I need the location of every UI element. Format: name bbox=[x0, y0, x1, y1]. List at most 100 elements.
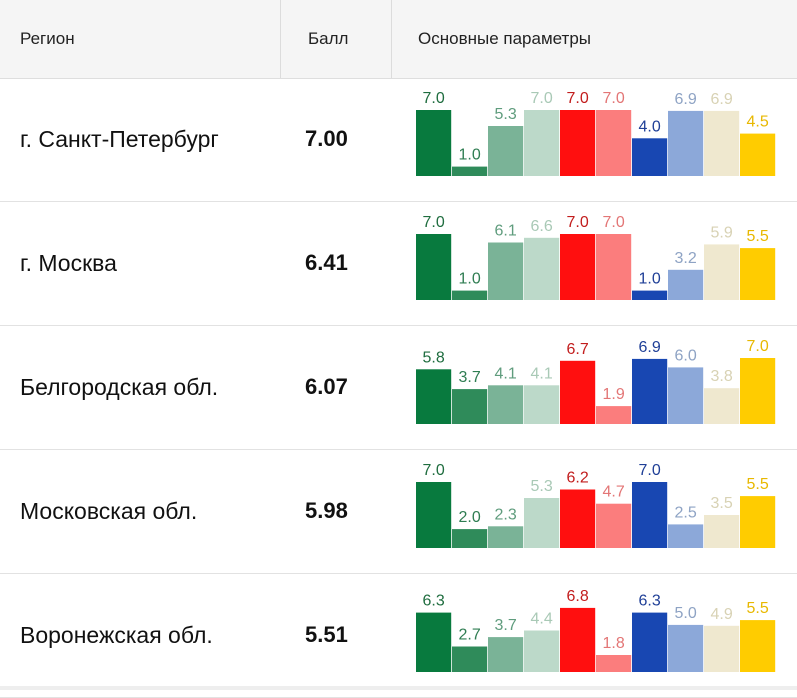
parameters-chart: 7.0 1.0 6.1 6.6 7.0 7.0 1.0 3.2 5.9 5.5 bbox=[416, 202, 776, 302]
parameters-chart: 7.0 1.0 5.3 7.0 7.0 7.0 4.0 6.9 6.9 4.5 bbox=[416, 78, 776, 178]
parameter-value-label: 6.1 bbox=[494, 223, 516, 240]
parameter-bar bbox=[668, 524, 704, 548]
parameter-bar bbox=[560, 234, 596, 300]
parameters-bar-chart: 7.0 2.0 2.3 5.3 6.2 4.7 7.0 2.5 3.5 5.5 bbox=[416, 462, 776, 548]
parameter-value-label: 7.0 bbox=[602, 214, 624, 231]
parameter-value-label: 7.0 bbox=[746, 338, 768, 355]
parameter-bar bbox=[416, 482, 452, 548]
parameter-bar bbox=[524, 385, 560, 424]
parameter-bar bbox=[596, 234, 632, 300]
parameter-bar bbox=[740, 133, 776, 176]
table-header: Регион Балл Основные параметры bbox=[0, 0, 797, 79]
region-name: г. Москва bbox=[20, 250, 117, 276]
parameter-value-label: 2.3 bbox=[494, 506, 516, 523]
parameter-bar bbox=[596, 503, 632, 548]
parameter-value-label: 6.9 bbox=[674, 91, 696, 108]
parameter-value-label: 1.9 bbox=[602, 386, 624, 403]
parameter-bar bbox=[704, 110, 740, 176]
region-score: 6.41 bbox=[305, 250, 348, 275]
parameter-bar bbox=[632, 358, 668, 424]
table-bottom-edge bbox=[0, 686, 797, 690]
region-score: 6.07 bbox=[305, 374, 348, 399]
parameter-value-label: 7.0 bbox=[566, 90, 588, 107]
parameter-bar bbox=[452, 646, 488, 672]
parameters-bar-chart: 7.0 1.0 6.1 6.6 7.0 7.0 1.0 3.2 5.9 5.5 bbox=[416, 214, 776, 300]
region-score: 7.00 bbox=[305, 126, 348, 151]
parameter-bar bbox=[668, 110, 704, 176]
parameter-value-label: 3.8 bbox=[710, 368, 732, 385]
parameter-value-label: 4.0 bbox=[638, 118, 660, 135]
parameter-value-label: 3.7 bbox=[458, 369, 480, 386]
parameter-value-label: 4.7 bbox=[602, 484, 624, 501]
parameter-bar bbox=[668, 624, 704, 672]
parameter-value-label: 2.0 bbox=[458, 509, 480, 526]
parameter-value-label: 4.9 bbox=[710, 606, 732, 623]
parameter-value-label: 7.0 bbox=[638, 462, 660, 479]
header-region: Регион bbox=[20, 29, 75, 48]
parameter-bar bbox=[704, 244, 740, 300]
parameter-bar bbox=[524, 110, 560, 176]
region-name: Белгородская обл. bbox=[20, 374, 219, 400]
parameter-value-label: 6.6 bbox=[530, 218, 552, 235]
parameter-bar bbox=[524, 630, 560, 672]
parameters-bar-chart: 7.0 1.0 5.3 7.0 7.0 7.0 4.0 6.9 6.9 4.5 bbox=[416, 90, 776, 176]
parameter-value-label: 1.8 bbox=[602, 635, 624, 652]
parameter-bar bbox=[416, 612, 452, 672]
region-score: 5.98 bbox=[305, 498, 348, 523]
parameter-value-label: 3.7 bbox=[494, 617, 516, 634]
parameter-bar bbox=[488, 126, 524, 176]
table-row: Московская обл. 5.98 7.0 2.0 2.3 5.3 6.2 4.7 7.0… bbox=[0, 450, 797, 574]
parameter-bar bbox=[740, 358, 776, 424]
parameter-value-label: 6.3 bbox=[638, 593, 660, 610]
parameter-value-label: 7.0 bbox=[422, 90, 444, 107]
parameter-value-label: 6.9 bbox=[638, 339, 660, 356]
parameter-value-label: 7.0 bbox=[602, 90, 624, 107]
parameter-bar bbox=[740, 496, 776, 548]
parameter-value-label: 4.1 bbox=[530, 365, 552, 382]
header-divider bbox=[391, 0, 392, 78]
parameter-bar bbox=[632, 290, 668, 300]
parameter-value-label: 2.5 bbox=[674, 504, 696, 521]
parameter-value-label: 4.4 bbox=[530, 611, 552, 628]
parameter-value-label: 6.2 bbox=[566, 470, 588, 487]
parameter-bar bbox=[452, 529, 488, 548]
parameter-value-label: 5.8 bbox=[422, 349, 444, 366]
parameter-bar bbox=[704, 625, 740, 672]
parameter-value-label: 6.7 bbox=[566, 341, 588, 358]
parameter-value-label: 5.3 bbox=[530, 478, 552, 495]
parameter-bar bbox=[488, 385, 524, 424]
parameter-bar bbox=[740, 620, 776, 672]
region-name: г. Санкт-Петербург bbox=[20, 126, 219, 152]
parameter-bar bbox=[740, 248, 776, 300]
parameters-chart: 7.0 2.0 2.3 5.3 6.2 4.7 7.0 2.5 3.5 5.5 bbox=[416, 450, 776, 550]
parameter-value-label: 3.2 bbox=[674, 250, 696, 267]
table-row: Воронежская обл. 5.51 6.3 2.7 3.7 4.4 6.8 1.8 6.… bbox=[0, 574, 797, 698]
parameter-value-label: 4.5 bbox=[746, 114, 768, 131]
header-divider bbox=[280, 0, 281, 78]
parameter-value-label: 1.0 bbox=[638, 271, 660, 288]
parameter-bar bbox=[632, 612, 668, 672]
parameter-bar bbox=[560, 360, 596, 424]
region-score: 5.51 bbox=[305, 622, 348, 647]
parameter-bar bbox=[668, 269, 704, 300]
parameter-bar bbox=[416, 369, 452, 424]
parameter-value-label: 6.0 bbox=[674, 347, 696, 364]
parameter-bar bbox=[488, 526, 524, 548]
parameter-value-label: 7.0 bbox=[422, 462, 444, 479]
parameters-chart: 5.8 3.7 4.1 4.1 6.7 1.9 6.9 6.0 3.8 7.0 bbox=[416, 326, 776, 426]
parameter-value-label: 7.0 bbox=[422, 214, 444, 231]
parameter-value-label: 6.9 bbox=[710, 91, 732, 108]
region-name: Московская обл. bbox=[20, 498, 198, 524]
parameter-bar bbox=[416, 110, 452, 176]
parameter-bar bbox=[416, 234, 452, 300]
parameter-bar bbox=[632, 482, 668, 548]
header-params: Основные параметры bbox=[418, 29, 591, 48]
table-row: г. Москва 6.41 7.0 1.0 6.1 6.6 7.0 7.0 1.0 3.2 5.9… bbox=[0, 202, 797, 326]
parameter-value-label: 2.7 bbox=[458, 627, 480, 644]
parameter-value-label: 5.5 bbox=[746, 228, 768, 245]
parameter-value-label: 7.0 bbox=[566, 214, 588, 231]
parameter-value-label: 5.3 bbox=[494, 106, 516, 123]
parameter-value-label: 5.0 bbox=[674, 605, 696, 622]
parameter-value-label: 5.5 bbox=[746, 476, 768, 493]
parameter-value-label: 6.3 bbox=[422, 593, 444, 610]
